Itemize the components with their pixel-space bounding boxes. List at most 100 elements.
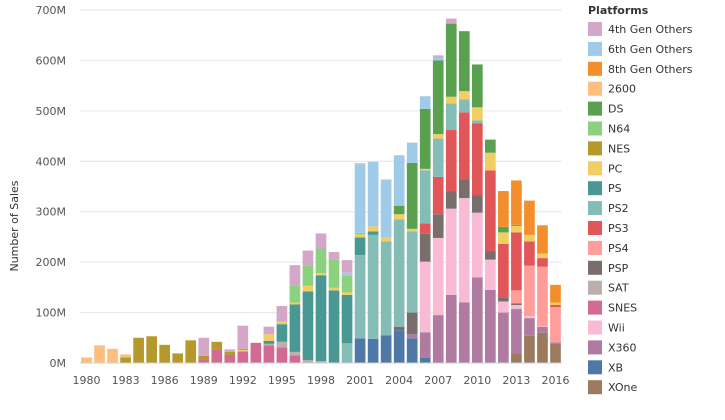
bar-segment-xone-2014 [524, 335, 535, 363]
legend-swatch-psp [588, 260, 602, 275]
bar-segment-x360-2005 [406, 334, 418, 339]
bar-segment-wii-2013 [511, 305, 522, 310]
bar-segment-nes-1989 [198, 355, 210, 360]
bar-segment-nes-1991 [224, 351, 236, 355]
bar-segment-n64-1996 [289, 285, 301, 303]
bar-segment-ps4-2014 [524, 265, 535, 317]
bar-segment-2600-1981 [94, 345, 105, 363]
x-tick-label: 1998 [307, 374, 335, 387]
bar-segment-nes-1983 [120, 357, 131, 363]
x-axis: 1980 1983 1986 1989 1992 1995 1998 2001 2004 2007… [73, 362, 569, 387]
legend-label-sat: SAT [608, 282, 629, 295]
legend-label-wii: Wii [608, 322, 625, 335]
bar-segment-ps3-2009 [458, 112, 470, 180]
bar-segment-ps4-2015 [537, 266, 548, 327]
bar-segment-xone-2013 [511, 353, 522, 363]
bar-segment-6th-gen-others-2002 [367, 161, 379, 227]
bar-segment-snes-1993 [250, 342, 262, 363]
bar-segment-psp-2013 [511, 303, 522, 305]
bar-segment-pc-1992 [237, 349, 249, 352]
bar-segment-ds-2007 [432, 60, 444, 135]
bar-segment-ps2-2005 [406, 231, 418, 313]
bar-segment-8th-gen-others-2014 [524, 200, 535, 235]
bar-segment-sat-1997 [302, 359, 314, 363]
bar-segment-nes-1984 [133, 337, 144, 363]
x-tick-label: 2010 [463, 374, 491, 387]
bar-segment-ps3-2016 [550, 305, 561, 308]
legend-label-6th-gen-others: 6th Gen Others [608, 43, 693, 56]
legend-swatch-nes [588, 141, 602, 156]
bar-segment-ps3-2015 [537, 258, 548, 267]
bar-segment-x360-2008 [445, 294, 457, 363]
bar-segment-ds-2013 [511, 224, 522, 226]
bar-segment-ps3-2013 [511, 232, 522, 291]
legend-label-psp: PSP [608, 262, 629, 275]
x-tick-label: 2013 [502, 374, 530, 387]
bar-segment-ps2-2001 [354, 255, 366, 339]
bar-segment-ds-2005 [406, 162, 418, 229]
bar-segment-8th-gen-others-2015 [537, 225, 548, 254]
y-tick-label: 600M [36, 54, 67, 67]
bar-segment-ps4-2013 [511, 290, 522, 304]
bar-segment-n64-1999 [328, 259, 340, 288]
bar-segment-wii-2010 [471, 212, 483, 278]
bar-segment-2600-1982 [107, 348, 118, 363]
bar-segment-6th-gen-others-2000 [341, 272, 353, 276]
legend-label-snes: SNES [608, 302, 637, 315]
bar-segment-pc-2000 [341, 292, 353, 295]
legend-swatch-8th-gen-others [588, 61, 602, 76]
bar-segment-nes-1986 [159, 344, 171, 363]
bar-segment-pc-2006 [419, 168, 431, 171]
bar-segment-n64-2001 [354, 232, 366, 235]
bar-segment-pc-2009 [458, 91, 470, 100]
legend-title: Platforms [588, 4, 649, 17]
bar-segment-ps2-2004 [393, 219, 405, 327]
bar-segment-ps2-2009 [458, 99, 470, 113]
bar-segment-xb-2001 [354, 338, 366, 363]
bar-segment-ps2-2002 [367, 234, 379, 339]
bar-segment-ps2-2007 [432, 138, 444, 177]
x-tick-label: 1983 [112, 374, 140, 387]
bar-segment-n64-1997 [302, 265, 314, 286]
legend-swatch-ps2 [588, 201, 602, 216]
bar-segment-ps-2001 [354, 237, 366, 256]
bar-segment-ps2-2006 [419, 170, 431, 224]
bar-segment-xone-2015 [537, 332, 548, 363]
bar-segment-sat-1995 [276, 341, 288, 348]
bar-segment-2600-1983 [120, 354, 131, 358]
y-tick-label: 300M [36, 206, 67, 219]
bar-segment-pc-2007 [432, 134, 444, 139]
bar-segment-4th-gen-others-1998 [315, 233, 327, 249]
bar-segment-ds-2012 [498, 226, 509, 233]
bar-segment-ds-2004 [393, 205, 405, 215]
bar-segment-ps-1999 [328, 290, 340, 363]
bar-segment-4th-gen-others-1997 [302, 250, 314, 266]
bar-segment-ps2-2010 [471, 120, 483, 124]
legend-label-ps4: PS4 [608, 242, 629, 255]
bar-segment-sat-1996 [289, 351, 301, 356]
legend-swatch-n64 [588, 121, 602, 136]
bars [81, 18, 561, 363]
bar-segment-psp-2006 [419, 233, 431, 262]
legend-swatch-2600 [588, 81, 602, 96]
bar-segment-4th-gen-others-1994 [263, 326, 275, 335]
legend-label-xb: XB [608, 361, 623, 374]
bar-segment-x360-2011 [485, 289, 496, 363]
bar-segment-8th-gen-others-2013 [511, 180, 522, 225]
bar-segment-pc-2010 [471, 107, 483, 121]
y-axis-title: Number of Sales [8, 180, 21, 271]
legend: Platforms 4th Gen Others 6th Gen Others 8t… [588, 4, 693, 395]
bar-segment-6th-gen-others-2006 [419, 96, 431, 109]
bar-segment-psp-2009 [458, 179, 470, 199]
bar-segment-snes-1989 [198, 359, 210, 363]
x-tick-label: 1989 [190, 374, 218, 387]
legend-label-n64: N64 [608, 123, 630, 136]
legend-swatch-6th-gen-others [588, 41, 602, 56]
legend-label-ps3: PS3 [608, 222, 629, 235]
x-tick-label: 1986 [151, 374, 179, 387]
bar-segment-psp-2012 [498, 297, 509, 302]
bar-segment-6th-gen-others-2004 [393, 155, 405, 206]
legend-swatch-4th-gen-others [588, 22, 602, 36]
bar-segment-ps-1998 [315, 275, 327, 361]
